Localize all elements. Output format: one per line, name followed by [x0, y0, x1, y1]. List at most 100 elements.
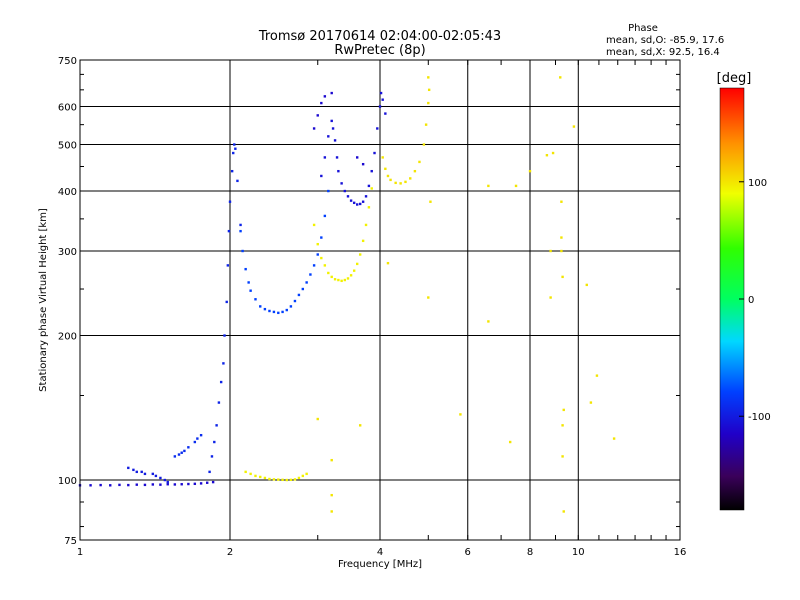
data-point: [370, 187, 373, 190]
data-point: [183, 449, 186, 453]
data-point: [549, 296, 552, 299]
data-point: [285, 308, 288, 312]
data-point: [346, 277, 350, 280]
data-point: [196, 437, 199, 440]
data-point: [234, 147, 237, 150]
data-point: [572, 125, 576, 128]
data-point: [560, 236, 563, 239]
data-points: [78, 76, 616, 513]
data-point: [364, 223, 368, 227]
data-point: [394, 181, 397, 185]
data-point: [424, 123, 428, 126]
x-tick-label: 8: [527, 547, 533, 558]
data-point: [281, 478, 284, 482]
data-point: [305, 472, 308, 476]
data-point: [193, 440, 197, 444]
data-point: [340, 279, 343, 283]
x-axis: 1 2 4 6 8 10 16: [77, 60, 686, 558]
data-point: [427, 296, 430, 299]
data-point: [228, 200, 232, 203]
data-point: [367, 184, 371, 188]
data-point: [560, 249, 563, 253]
data-point: [247, 281, 250, 284]
data-point: [305, 281, 308, 284]
data-point: [199, 482, 203, 485]
data-point: [99, 483, 102, 487]
phase-stats-title: Phase: [628, 23, 658, 34]
data-point: [343, 278, 347, 282]
data-point: [272, 310, 276, 314]
data-point: [249, 472, 252, 476]
data-point: [358, 424, 362, 427]
data-point: [381, 98, 384, 101]
data-point: [135, 483, 138, 486]
data-point: [159, 476, 162, 480]
data-point: [239, 223, 242, 227]
data-point: [331, 127, 335, 130]
data-point: [268, 309, 271, 313]
y-tick-label: 750: [58, 56, 77, 67]
data-point: [508, 440, 512, 444]
data-point: [337, 169, 340, 173]
data-point: [127, 466, 130, 470]
data-point: [225, 300, 228, 304]
data-point: [327, 271, 330, 275]
data-point: [386, 174, 390, 178]
data-point: [418, 160, 421, 164]
data-point: [289, 305, 293, 308]
data-point: [358, 202, 362, 206]
data-point: [289, 478, 293, 482]
data-point: [199, 433, 203, 437]
data-point: [595, 374, 599, 377]
data-point: [312, 223, 316, 227]
y-tick-label: 600: [58, 103, 77, 114]
colorbar-ticks: 100 0 -100: [739, 178, 771, 423]
data-point: [151, 472, 155, 476]
data-point: [143, 483, 147, 487]
data-point: [263, 307, 267, 311]
data-point: [132, 468, 135, 472]
x-tick-label: 10: [572, 547, 585, 558]
data-point: [389, 178, 392, 182]
data-point: [249, 289, 252, 292]
data-point: [285, 478, 288, 482]
data-point: [239, 229, 242, 233]
data-point: [151, 483, 155, 486]
y-axis-label: Stationary phase Virtual Height [km]: [38, 208, 49, 392]
data-point: [187, 482, 190, 486]
data-point: [277, 478, 280, 481]
data-point: [316, 253, 319, 256]
data-point: [309, 273, 312, 276]
colorbar-tick-label: 100: [748, 178, 767, 189]
data-point: [333, 139, 337, 142]
data-point: [378, 105, 382, 108]
data-point: [244, 267, 247, 271]
data-point: [330, 119, 333, 123]
data-point: [210, 455, 214, 458]
x-tick-label: 6: [465, 547, 471, 558]
data-point: [514, 184, 518, 188]
data-point: [343, 189, 347, 193]
data-point: [379, 91, 383, 95]
data-point: [487, 320, 490, 323]
data-point: [263, 476, 267, 480]
data-point: [316, 417, 319, 421]
data-point: [293, 478, 297, 481]
data-point: [559, 76, 562, 79]
data-point: [277, 311, 280, 315]
data-point: [163, 478, 167, 482]
data-point: [211, 480, 215, 484]
data-point: [159, 483, 162, 486]
data-point: [143, 472, 147, 476]
data-point: [135, 470, 138, 474]
data-point: [364, 195, 368, 198]
data-point: [109, 484, 112, 487]
data-point: [140, 470, 143, 474]
data-point: [561, 424, 564, 427]
data-point: [376, 127, 379, 130]
data-point: [330, 275, 333, 279]
y-tick-label: 400: [58, 187, 77, 198]
data-point: [233, 143, 236, 146]
data-point: [166, 483, 169, 486]
